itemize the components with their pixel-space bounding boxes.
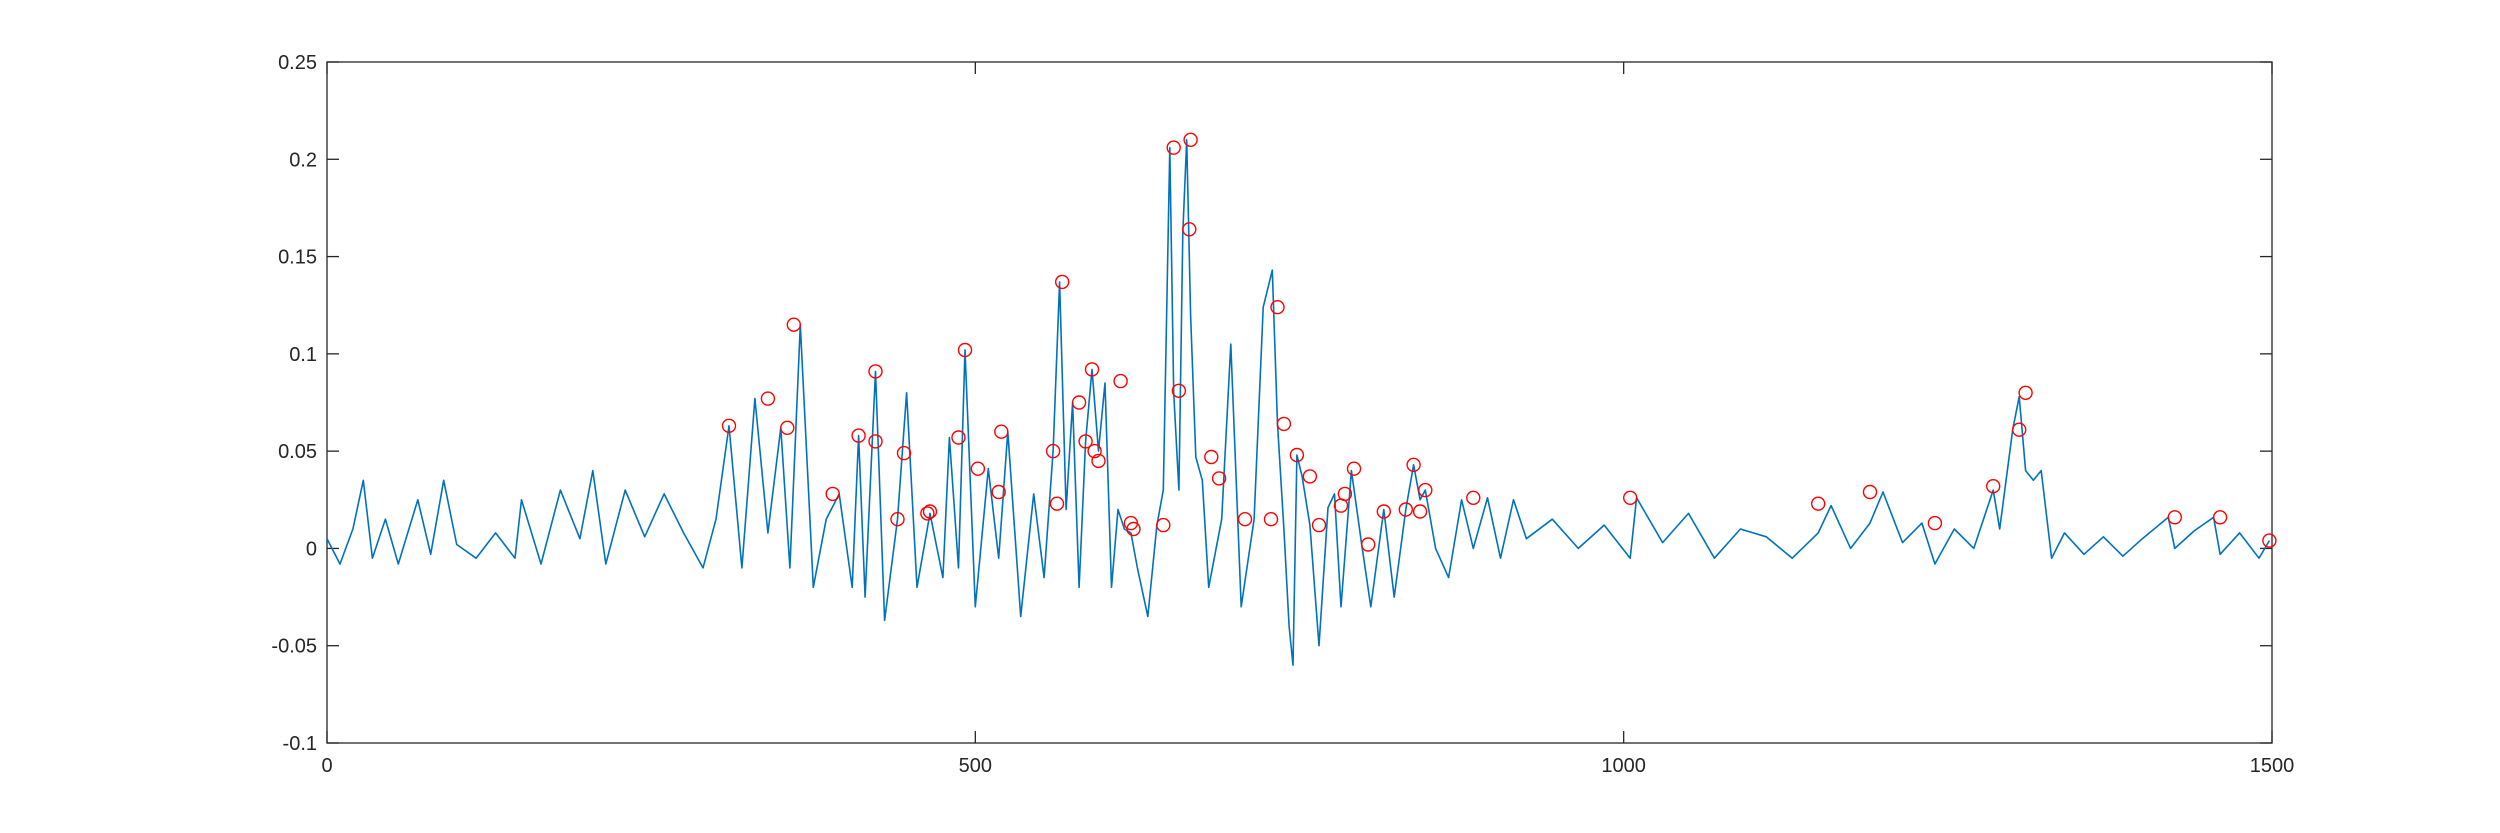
peak-marker [1376, 504, 1392, 519]
peak-marker [1113, 373, 1128, 389]
peak-marker [721, 418, 737, 433]
y-tick-label: 0.05 [278, 441, 317, 463]
peak-marker [991, 484, 1006, 500]
x-tick-label: 500 [959, 755, 992, 777]
signal-line [326, 139, 2271, 667]
peak-marker [868, 364, 883, 379]
peak-marker [951, 430, 966, 445]
peak-marker [1360, 537, 1376, 552]
peak-marker [2167, 510, 2183, 525]
peak-marker [1311, 517, 1327, 533]
peak-marker [1412, 504, 1428, 519]
peak-marker [1071, 395, 1087, 410]
peak-marker [868, 434, 883, 449]
peak-marker [1337, 486, 1353, 502]
peak-marker [1183, 132, 1198, 148]
y-tick-label: -0.05 [271, 636, 317, 658]
peak-marker [851, 428, 866, 443]
peak-marker [1237, 512, 1253, 527]
peak-marker [1289, 447, 1305, 463]
x-tick-label: 1500 [2250, 755, 2295, 777]
peak-marker [920, 506, 935, 521]
y-tick-label: 0.1 [289, 344, 317, 366]
peak-marker [2262, 533, 2277, 548]
peak-marker [1049, 496, 1065, 511]
peak-marker [1045, 443, 1061, 459]
peak-marker [780, 420, 795, 435]
peak-marker [760, 391, 776, 406]
peak-marker [1087, 443, 1102, 459]
y-tick-label: 0.25 [278, 52, 317, 74]
peak-marker [1398, 502, 1414, 517]
peak-marker [1204, 449, 1219, 465]
peak-marker [970, 461, 986, 476]
peak-marker [890, 512, 905, 527]
peak-marker [1171, 383, 1187, 398]
y-tick-label: 0 [306, 538, 317, 560]
peak-marker [1466, 490, 1481, 505]
peak-marker [1985, 479, 2001, 494]
peak-marker [1927, 515, 1943, 531]
peak-marker [1270, 300, 1285, 315]
y-tick-label: -0.1 [283, 733, 317, 755]
peak-marker [786, 317, 801, 332]
peak-marker [1182, 222, 1197, 237]
peak-marker [1418, 482, 1433, 498]
peak-marker [1084, 362, 1100, 377]
peak-marker [2212, 510, 2228, 525]
plot-area [326, 132, 2277, 667]
peak-marker [957, 342, 973, 358]
peak-marker [896, 445, 912, 461]
peak-marker [1276, 416, 1292, 432]
peak-marker [1211, 471, 1227, 486]
peak-markers [721, 132, 2277, 552]
y-axis: -0.1 -0.05 0 0.05 0.1 0.15 0.2 0.25 [271, 52, 2272, 755]
peak-marker [1263, 512, 1279, 527]
peak-marker [1302, 469, 1318, 484]
x-tick-label: 0 [321, 755, 332, 777]
peak-marker [1054, 274, 1070, 290]
peak-marker [1156, 517, 1171, 533]
peak-marker [2018, 385, 2033, 400]
peak-marker [1862, 484, 1878, 500]
peak-marker [1622, 490, 1638, 505]
peak-marker [1078, 434, 1093, 449]
plot-frame [326, 61, 2273, 744]
x-tick-label: 1000 [1601, 755, 1646, 777]
peak-marker [1406, 457, 1421, 472]
peak-marker [1126, 521, 1141, 537]
axes: -0.1 -0.05 0 0.05 0.1 0.15 0.2 0.25 0 500 1000 150… [271, 52, 2294, 777]
y-tick-label: 0.15 [278, 247, 317, 269]
x-axis: 0 500 1000 1500 [321, 62, 2294, 777]
peak-marker [1166, 140, 1181, 155]
peak-marker [922, 504, 938, 519]
y-tick-label: 0.2 [289, 149, 317, 171]
peak-marker [1346, 461, 1362, 476]
peak-marker [1091, 453, 1106, 469]
peak-marker [994, 424, 1009, 439]
peak-marker [1810, 496, 1826, 511]
peak-marker [825, 486, 840, 502]
peak-marker [2011, 422, 2027, 437]
